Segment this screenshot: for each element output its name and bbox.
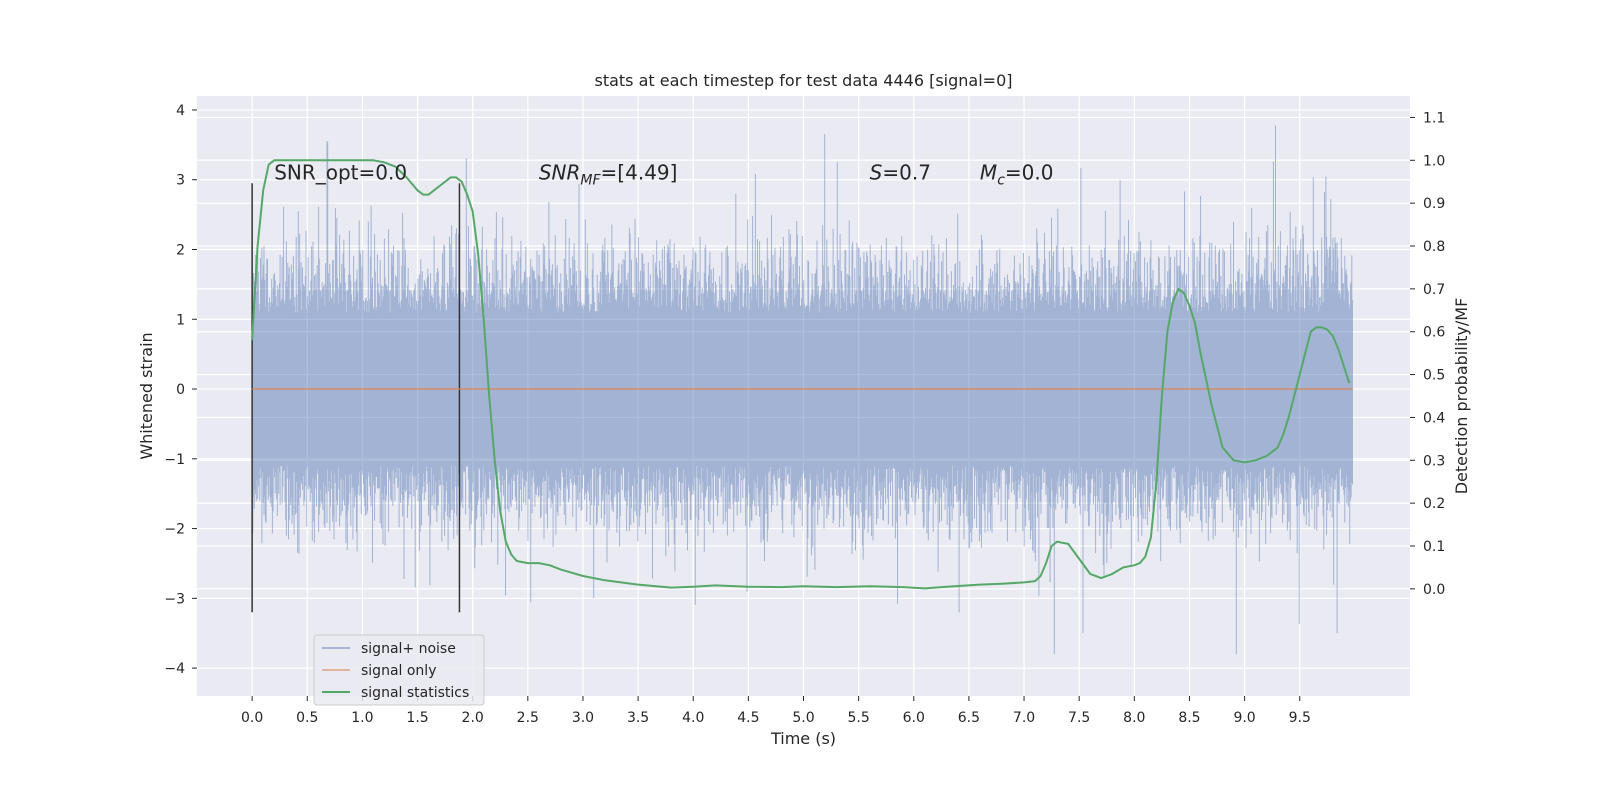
legend-label-signal-noise: signal+ noise (361, 641, 456, 657)
y2-axis-label: Detection probability/MF (1452, 298, 1471, 495)
y2-tick-label: 1.1 (1423, 110, 1445, 126)
annotation-s: S=0.7 (870, 161, 931, 185)
annotation-s-value: =0.7 (882, 161, 931, 185)
series-signal-statistics (251, 159, 1351, 590)
x-tick-label: 9.5 (1289, 710, 1311, 726)
y-tick-label: 4 (176, 103, 185, 119)
x-tick-label: 6.5 (958, 710, 980, 726)
y-tick-label: 0 (176, 382, 185, 398)
x-tick-label: 3.0 (572, 710, 594, 726)
chart-title: stats at each timestep for test data 444… (594, 71, 1012, 90)
x-tick-label: 7.0 (1013, 710, 1035, 726)
y-tick-label: 3 (176, 173, 185, 189)
x-tick-label: 1.0 (351, 710, 373, 726)
legend-label-signal-statistics: signal statistics (361, 685, 469, 701)
y2-tick-label: 0.9 (1423, 196, 1445, 212)
x-tick-label: 0.5 (296, 710, 318, 726)
x-tick-label: 0.0 (241, 710, 263, 726)
ticks: 0.0 0.5 1.0 1.5 2.0 2.5 3.0 3.5 4.0 4.5 5.0 5.5 6.0 6… (164, 103, 1445, 726)
x-tick-label: 2.0 (462, 710, 484, 726)
annotation-snr-mf-subscript: MF (580, 173, 601, 189)
y-tick-label: 2 (176, 242, 185, 258)
annotation-mc-value: =0.0 (1005, 161, 1054, 185)
y2-tick-label: 0.2 (1423, 496, 1445, 512)
x-tick-label: 2.5 (517, 710, 539, 726)
grid (197, 96, 1410, 696)
y-axis-label: Whitened strain (137, 332, 156, 459)
y2-tick-label: 0.7 (1423, 282, 1445, 298)
x-tick-label: 4.5 (737, 710, 759, 726)
x-tick-label: 1.5 (406, 710, 428, 726)
legend-label-signal-only: signal only (361, 663, 436, 679)
y-tick-label: 1 (176, 312, 185, 328)
x-tick-label: 3.5 (627, 710, 649, 726)
vline-layer (251, 183, 461, 613)
x-tick-label: 9.0 (1233, 710, 1255, 726)
x-tick-label: 6.0 (903, 710, 925, 726)
annotation-mc-symbol: M (980, 161, 997, 185)
y2-tick-label: 1.0 (1423, 153, 1445, 169)
y-tick-label: −4 (164, 661, 185, 677)
annotation-mc-subscript: c (997, 173, 1005, 189)
x-tick-label: 8.5 (1178, 710, 1200, 726)
y2-tick-label: 0.8 (1423, 239, 1445, 255)
x-axis-label: Time (s) (770, 729, 836, 748)
legend: signal+ noise signal only signal statist… (313, 634, 485, 706)
y2-tick-label: 0.1 (1423, 539, 1445, 555)
x-tick-label: 5.5 (848, 710, 870, 726)
x-tick-label: 8.0 (1123, 710, 1145, 726)
y2-tick-label: 0.5 (1423, 368, 1445, 384)
y2-tick-label: 0.4 (1423, 410, 1445, 426)
y2-tick-label: 0.3 (1423, 453, 1445, 469)
legend-box (313, 634, 485, 706)
annotation-snr-mf: SNRMF=[4.49] (539, 161, 678, 189)
annotation-snr-opt: SNR_opt=0.0 (274, 161, 407, 185)
y2-tick-label: 0.6 (1423, 325, 1445, 341)
x-tick-label: 7.5 (1068, 710, 1090, 726)
annotation-snr-mf-symbol: SNR (539, 161, 581, 185)
stats-layer (251, 159, 1351, 590)
y-tick-label: −1 (164, 452, 185, 468)
annotation-snr-mf-value: =[4.49] (601, 161, 678, 185)
annotation-s-symbol: S (870, 161, 883, 185)
annotation-mc: Mc=0.0 (980, 161, 1054, 189)
x-tick-label: 4.0 (682, 710, 704, 726)
y-tick-label: −3 (164, 591, 185, 607)
x-tick-label: 5.0 (792, 710, 814, 726)
y2-tick-label: 0.0 (1423, 582, 1445, 598)
y-tick-label: −2 (164, 522, 185, 538)
